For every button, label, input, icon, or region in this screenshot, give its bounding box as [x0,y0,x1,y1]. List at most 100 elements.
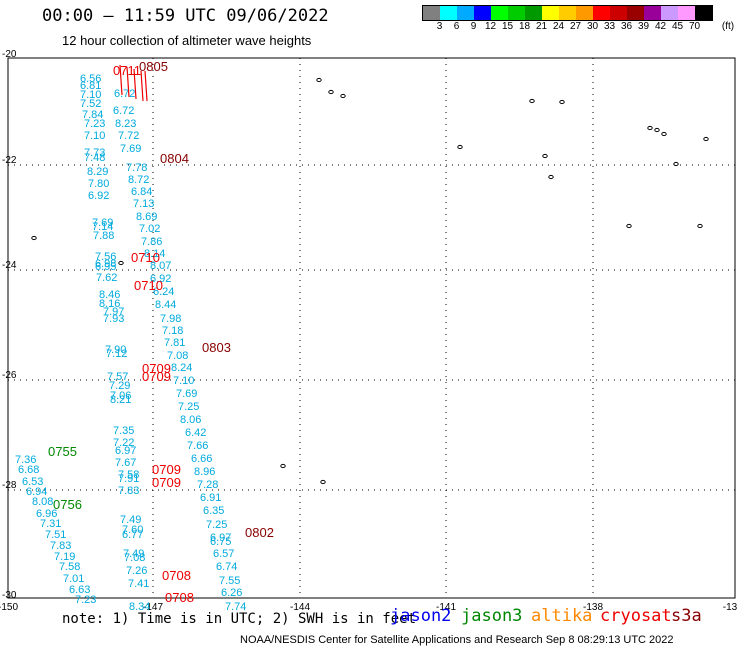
swh-label: 8.96 [194,466,215,478]
island-outline [458,145,462,148]
island-outline [329,90,333,93]
satellite-legend-cryosat: cryosat [600,606,672,626]
island-outline [543,154,547,157]
swh-label: 8.23 [115,118,136,130]
swh-label: 8.08 [32,496,53,508]
swh-label: 8.44 [155,299,176,311]
pass-time-label: 0802 [245,525,274,540]
swh-label: 7.28 [197,479,218,491]
swh-label: 7.10 [84,130,105,142]
swh-label: 6.72 [114,88,135,100]
pass-time-label: 0708 [165,590,194,605]
swh-label: 6.42 [185,427,206,439]
swh-label: 7.41 [128,578,149,590]
swh-label: 7.23 [84,118,105,130]
island-outline [530,99,534,102]
swh-label: 6.91 [200,492,221,504]
island-outline [698,224,702,227]
swh-label: 7.66 [187,440,208,452]
island-outline [560,100,564,103]
pass-time-label: 0803 [202,340,231,355]
island-outline [281,464,285,467]
swh-label: 7.72 [118,130,139,142]
swh-label: 7.78 [126,162,147,174]
pass-time-label: 0805 [139,59,168,74]
pass-time-label: 0756 [53,497,82,512]
swh-label: 7.02 [139,223,160,235]
island-outline [119,261,123,264]
swh-label: 7.13 [133,198,154,210]
island-outline [317,78,321,81]
pass-time-label: 0755 [48,444,77,459]
pass-time-label: 0708 [162,568,191,583]
swh-label: 7.80 [88,178,109,190]
island-outline [674,162,678,165]
swh-label: 7.58 [59,561,80,573]
swh-label: 7.86 [141,236,162,248]
island-outline [655,128,659,131]
latitude-tick-label: -28 [2,480,17,491]
swh-label: 7.12 [106,348,127,360]
swh-label: 6.26 [221,587,242,599]
swh-label: 7.81 [164,337,185,349]
swh-label: 7.10 [173,375,194,387]
island-outline [648,126,652,129]
pass-time-label: 0709 [142,369,171,384]
swh-label: 6.77 [122,529,143,541]
footer-credit: NOAA/NESDIS Center for Satellite Applica… [240,634,674,646]
swh-label: 8.29 [87,166,108,178]
island-outline [549,175,553,178]
island-outline [32,236,36,239]
island-outline [321,480,325,483]
swh-label: 6.35 [203,505,224,517]
swh-label: 8.06 [180,414,201,426]
units-note: note: 1) Time is in UTC; 2) SWH is in fe… [62,611,416,627]
swh-label: 6.57 [213,548,234,560]
latitude-tick-label: -22 [2,155,17,166]
swh-label: 7.69 [176,388,197,400]
swh-label: 6.97 [115,445,136,457]
island-outline [662,132,666,135]
swh-label: 7.25 [178,401,199,413]
swh-label: 7.26 [126,565,147,577]
swh-label: 6.74 [216,561,237,573]
swh-label: 7.83 [118,485,139,497]
longitude-tick-label: -150 [0,602,18,613]
cryosat-track-tick [141,71,143,101]
swh-label: 7.62 [96,272,117,284]
swh-label: 7.55 [219,575,240,587]
swh-label: 7.08 [124,552,145,564]
swh-label: 6.66 [191,453,212,465]
pass-time-label: 0710 [131,250,160,265]
swh-label: 7.69 [120,143,141,155]
swh-label: 7.35 [113,425,134,437]
latitude-tick-label: -24 [2,260,17,271]
satellite-legend-jason3: jason3 [461,606,522,626]
island-outline [704,137,708,140]
swh-label: 7.93 [103,313,124,325]
swh-label: 7.67 [115,457,136,469]
pass-time-label: 0710 [134,278,163,293]
swh-label: 6.84 [131,186,152,198]
swh-label: 7.48 [84,152,105,164]
swh-label: 6.75 [210,536,231,548]
latitude-tick-label: -20 [2,49,17,60]
pass-time-label: 0804 [160,151,189,166]
swh-label: 8.21 [110,394,131,406]
satellite-legend-altika: altika [531,606,592,626]
satellite-legend-s3a: s3a [671,606,702,626]
swh-label: 7.98 [160,313,181,325]
swh-label: 8.69 [136,211,157,223]
swh-label: 7.23 [75,594,96,606]
swh-label: 7.88 [93,230,114,242]
satellite-legend-jason2: jason2 [390,606,451,626]
island-outline [341,94,345,97]
latitude-tick-label: -26 [2,370,17,381]
swh-label: 7.18 [162,325,183,337]
swh-label: 6.68 [18,464,39,476]
swh-label: 7.25 [206,519,227,531]
cryosat-track-tick [145,71,147,101]
latitude-tick-label: -30 [2,590,17,601]
pass-time-label: 0709 [152,475,181,490]
swh-label: 8.72 [128,174,149,186]
